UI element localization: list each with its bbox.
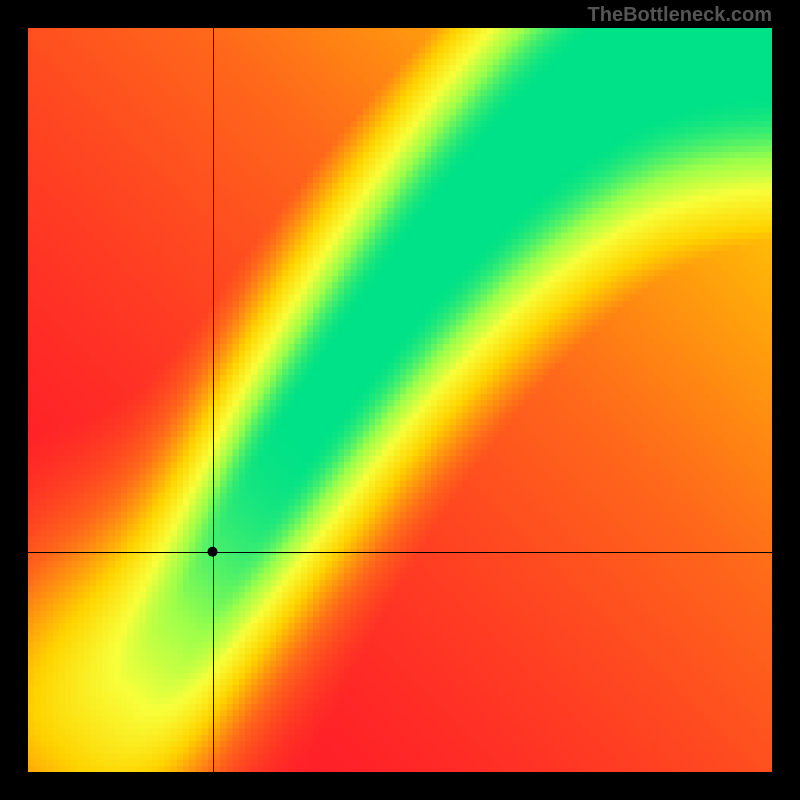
plot-area [28, 28, 772, 772]
crosshair-overlay [28, 28, 772, 772]
watermark-text: TheBottleneck.com [588, 4, 772, 27]
chart-container: TheBottleneck.com [0, 0, 800, 800]
